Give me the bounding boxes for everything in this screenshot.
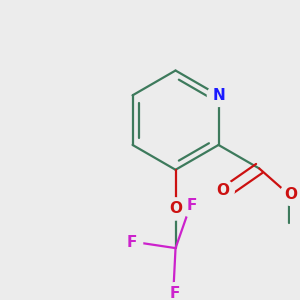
Circle shape bbox=[212, 180, 234, 202]
Text: O: O bbox=[217, 183, 230, 198]
Text: N: N bbox=[212, 88, 225, 103]
Circle shape bbox=[207, 84, 230, 106]
Circle shape bbox=[164, 283, 186, 300]
Text: O: O bbox=[169, 201, 182, 216]
Circle shape bbox=[164, 198, 187, 220]
Text: F: F bbox=[170, 286, 180, 300]
Text: F: F bbox=[186, 198, 197, 213]
Circle shape bbox=[280, 183, 300, 206]
Circle shape bbox=[120, 232, 142, 254]
Text: O: O bbox=[285, 187, 298, 202]
Circle shape bbox=[180, 195, 202, 217]
Text: F: F bbox=[126, 235, 137, 250]
